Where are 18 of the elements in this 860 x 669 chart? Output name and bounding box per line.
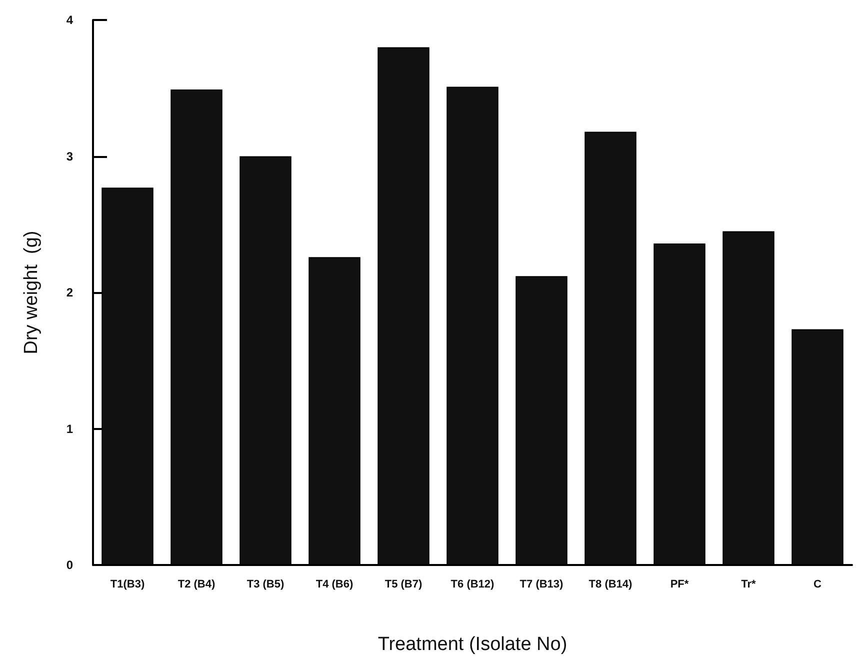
x-tick-label: Tr* (741, 578, 757, 590)
x-tick-label: PF* (670, 578, 690, 590)
y-tick-label: 2 (66, 286, 74, 300)
x-tick-label: T8 (B14) (588, 578, 633, 590)
y-axis-title: Dry weight (g) (21, 230, 42, 354)
x-tick-label: T7 (B13) (520, 578, 564, 590)
x-tick-label: T1(B3) (110, 578, 145, 590)
y-tick-label: 0 (66, 558, 74, 572)
y-tick-label: 1 (66, 422, 74, 436)
x-tick-label: T2 (B4) (178, 578, 216, 590)
x-tick-label: T6 (B12) (450, 578, 495, 590)
x-tick-label: T4 (B6) (316, 578, 354, 590)
y-tick-label: 4 (66, 13, 74, 27)
x-tick-label: C (814, 578, 822, 590)
y-tick-label: 3 (66, 149, 74, 164)
x-axis-title: Treatment (Isolate No) (378, 634, 568, 655)
x-tick-label: T3 (B5) (246, 578, 284, 590)
x-tick-label: T5 (B7) (384, 578, 422, 590)
